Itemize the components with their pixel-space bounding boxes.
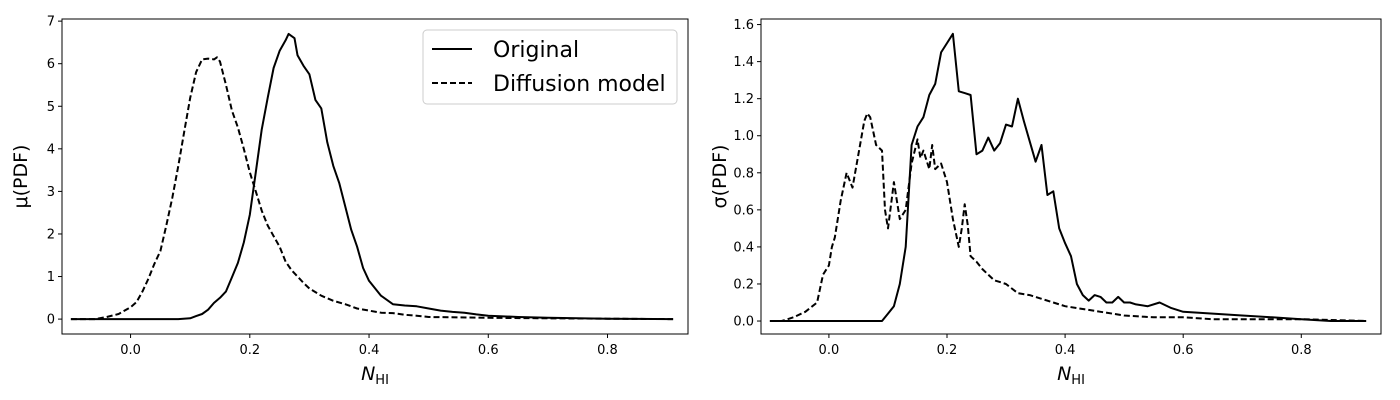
y-tick-label: 1.2 [733, 92, 754, 107]
y-tick-label: 0.8 [733, 166, 754, 181]
x-axis-label: NHI [1057, 363, 1085, 388]
axes-frame [61, 18, 689, 335]
y-tick-label: 1.0 [733, 129, 754, 144]
y-tick-label: 2 [47, 227, 55, 242]
x-tick-label: 0.2 [239, 343, 260, 358]
series-line-diffusion-model [769, 112, 1367, 322]
y-tick-label: 6 [47, 57, 55, 72]
y-tick-label: 3 [47, 185, 55, 200]
y-tick-label: 1 [47, 270, 55, 285]
y-tick-label: 0.2 [733, 277, 754, 292]
x-tick-label: 0.8 [597, 343, 618, 358]
x-tick-label: 0.4 [1055, 343, 1076, 358]
y-tick-label: 4 [47, 142, 55, 157]
x-tick-label: 0.4 [359, 343, 380, 358]
x-tick-label: 0.2 [937, 343, 958, 358]
x-tick-label: 0.0 [819, 343, 840, 358]
x-tick-label: 0.6 [478, 343, 499, 358]
legend-label: Diffusion model [493, 72, 666, 97]
legend-box [422, 29, 678, 105]
x-tick-label: 0.8 [1291, 343, 1312, 358]
y-tick-label: 1.4 [733, 55, 754, 70]
legend-label: Original [493, 38, 579, 63]
panel-std-pdf: 0.0 0.2 0.4 0.6 0.8 0.0 0.2 0.4 0.6 0.8 1.0 1.2 1.4 1… [709, 18, 1382, 388]
y-tick-label: 0.4 [733, 240, 754, 255]
x-axis-label: NHI [361, 363, 389, 388]
x-tick-label: 0.0 [120, 343, 141, 358]
y-tick-label: 0.0 [733, 315, 754, 330]
series-line-diffusion-model [70, 56, 674, 321]
y-tick-label: 1.6 [733, 18, 754, 33]
panel-mean-pdf: 0.0 0.2 0.4 0.6 0.8 0 1 2 3 4 5 6 7 NHI μ(PDF) Original… [10, 15, 689, 388]
series-line-original [769, 32, 1367, 322]
y-tick-label: 5 [47, 100, 55, 115]
axes-frame [760, 18, 1382, 335]
y-axis-label: σ(PDF) [709, 145, 731, 209]
y-axis-label: μ(PDF) [10, 145, 32, 209]
y-tick-label: 0.6 [733, 203, 754, 218]
x-tick-label: 0.6 [1173, 343, 1194, 358]
y-tick-label: 7 [47, 15, 55, 30]
series-line-original [70, 32, 674, 321]
legend: Original Diffusion model [422, 29, 678, 105]
y-tick-label: 0 [47, 313, 55, 328]
